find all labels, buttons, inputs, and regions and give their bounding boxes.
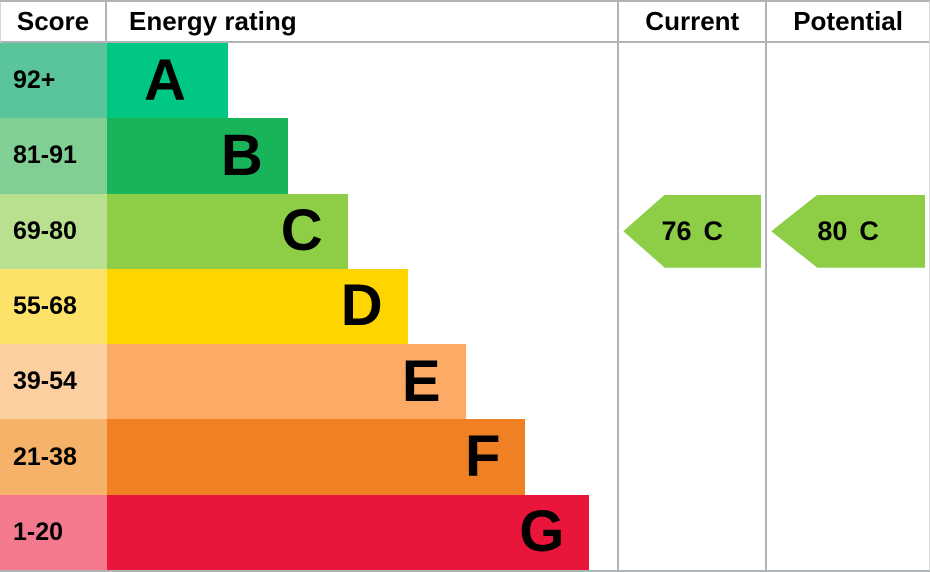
bar-area-e: E — [107, 344, 617, 420]
score-cell-f: 21-38 — [0, 419, 107, 495]
band-row-d: 55-68 D — [0, 268, 617, 345]
bar-area-b: B — [107, 118, 617, 194]
rating-bands: 92+ A 81-91 B 69-80 C 55-68 D 39-54 E 21-38 F 1-20 G — [0, 43, 617, 570]
rating-bar-c: C — [107, 193, 348, 269]
rating-letter-e: E — [401, 348, 441, 414]
bar-area-g: G — [107, 494, 617, 570]
rating-letter-a: A — [143, 47, 186, 113]
score-cell-g: 1-20 — [0, 494, 107, 570]
potential-column-header: Potential — [767, 2, 929, 43]
current-rating-arrow-value: 76 — [661, 215, 692, 246]
band-row-a: 92+ A — [0, 43, 617, 119]
band-row-b: 81-91 B — [0, 118, 617, 194]
score-cell-b: 81-91 — [0, 118, 107, 194]
rating-bar-e: E — [107, 344, 466, 420]
bar-area-d: D — [107, 268, 617, 345]
rating-letter-b: B — [220, 122, 263, 188]
rating-bar-g: G — [107, 494, 590, 570]
current-rating-arrow-letter: C — [703, 215, 724, 246]
score-cell-c: 69-80 — [0, 193, 107, 269]
rating-bar-f: F — [107, 419, 526, 495]
current-rating-arrow: 76 C — [623, 194, 762, 268]
table-header: Score Energy rating — [0, 2, 618, 43]
score-cell-d: 55-68 — [0, 268, 107, 345]
rating-letter-d: D — [340, 273, 383, 339]
potential-rating-arrow: 80 C — [771, 194, 925, 268]
potential-rating-arrow-value: 80 — [817, 215, 848, 246]
score-cell-e: 39-54 — [0, 344, 107, 420]
rating-bar-a: A — [107, 43, 228, 119]
band-row-f: 21-38 F — [0, 419, 617, 495]
band-row-c: 69-80 C — [0, 193, 617, 269]
bar-area-a: A — [107, 43, 617, 119]
bar-area-c: C — [107, 193, 617, 269]
rating-scale-section: Score Energy rating 92+ A 81-91 B 69-80 C 55-6… — [0, 2, 618, 570]
band-row-g: 1-20 G — [0, 494, 617, 570]
bar-area-f: F — [107, 419, 617, 495]
rating-letter-f: F — [464, 424, 501, 490]
current-column-header: Current — [619, 2, 766, 43]
potential-rating-arrow-letter: C — [859, 215, 879, 246]
rating-bar-d: D — [107, 268, 408, 345]
potential-column: Potential 80 C — [765, 2, 929, 570]
band-row-e: 39-54 E — [0, 344, 617, 420]
energy-rating-column-header: Energy rating — [129, 6, 297, 36]
rating-bar-b: B — [107, 118, 288, 194]
rating-letter-c: C — [280, 198, 323, 264]
score-column-header: Score — [1, 2, 107, 41]
rating-letter-g: G — [519, 499, 565, 565]
current-column: Current 76 C — [617, 2, 766, 570]
score-cell-a: 92+ — [0, 43, 107, 119]
